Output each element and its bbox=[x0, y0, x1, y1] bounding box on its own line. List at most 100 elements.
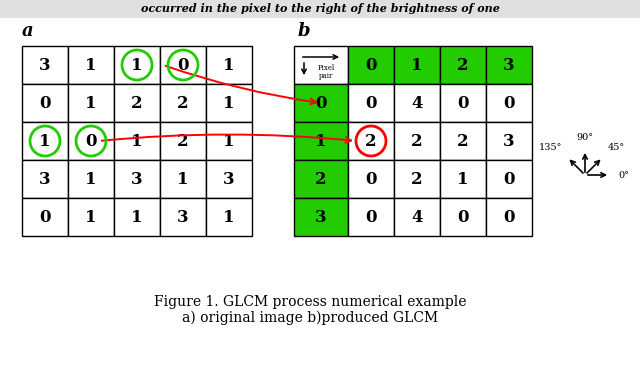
Bar bbox=[22, 122, 68, 160]
Text: a) original image b)produced GLCM: a) original image b)produced GLCM bbox=[182, 311, 438, 325]
Text: 0: 0 bbox=[365, 95, 377, 112]
Bar bbox=[440, 84, 486, 122]
Text: 0: 0 bbox=[365, 209, 377, 226]
Bar bbox=[206, 122, 252, 160]
Bar bbox=[68, 46, 114, 84]
Bar bbox=[22, 198, 68, 236]
Bar bbox=[394, 198, 440, 236]
Text: 1: 1 bbox=[223, 209, 235, 226]
Bar bbox=[0, 0, 640, 18]
Bar bbox=[114, 84, 160, 122]
Bar bbox=[294, 46, 348, 84]
Bar bbox=[114, 160, 160, 198]
Text: 0: 0 bbox=[85, 132, 97, 149]
Bar bbox=[440, 160, 486, 198]
Text: 2: 2 bbox=[365, 132, 377, 149]
Text: 2: 2 bbox=[177, 132, 189, 149]
Text: 3: 3 bbox=[39, 57, 51, 74]
Bar bbox=[348, 198, 394, 236]
Text: 135°: 135° bbox=[539, 143, 563, 152]
Bar bbox=[394, 84, 440, 122]
Text: 1: 1 bbox=[457, 170, 468, 188]
Bar bbox=[348, 46, 394, 84]
Text: 1: 1 bbox=[223, 95, 235, 112]
Text: Figure 1. GLCM process numerical example: Figure 1. GLCM process numerical example bbox=[154, 295, 467, 309]
Bar bbox=[114, 198, 160, 236]
Bar bbox=[160, 160, 206, 198]
Bar bbox=[394, 122, 440, 160]
Text: 0: 0 bbox=[316, 95, 327, 112]
Text: pair: pair bbox=[319, 72, 333, 80]
Bar bbox=[294, 160, 348, 198]
Bar bbox=[348, 160, 394, 198]
Text: 0: 0 bbox=[177, 57, 189, 74]
Text: 0: 0 bbox=[365, 57, 377, 74]
Bar bbox=[394, 160, 440, 198]
Bar bbox=[486, 122, 532, 160]
Text: occurred in the pixel to the right of the brightness of one: occurred in the pixel to the right of th… bbox=[141, 4, 499, 14]
Text: 3: 3 bbox=[131, 170, 143, 188]
Text: 2: 2 bbox=[457, 132, 469, 149]
Text: 0: 0 bbox=[503, 170, 515, 188]
Bar bbox=[68, 122, 114, 160]
Text: 1: 1 bbox=[85, 209, 97, 226]
Text: 2: 2 bbox=[457, 57, 469, 74]
Bar bbox=[294, 198, 348, 236]
Text: 3: 3 bbox=[177, 209, 189, 226]
Text: 90°: 90° bbox=[577, 133, 593, 142]
Bar bbox=[68, 84, 114, 122]
Text: 2: 2 bbox=[177, 95, 189, 112]
Text: 2: 2 bbox=[411, 170, 423, 188]
Text: 45°: 45° bbox=[607, 143, 625, 152]
Bar bbox=[114, 46, 160, 84]
Bar bbox=[206, 198, 252, 236]
Bar bbox=[68, 198, 114, 236]
Text: 4: 4 bbox=[412, 95, 423, 112]
Bar bbox=[22, 46, 68, 84]
Text: 0: 0 bbox=[457, 95, 468, 112]
Bar bbox=[394, 46, 440, 84]
Text: 3: 3 bbox=[223, 170, 235, 188]
Bar bbox=[486, 198, 532, 236]
Bar bbox=[348, 122, 394, 160]
Bar bbox=[22, 160, 68, 198]
Text: 0: 0 bbox=[457, 209, 468, 226]
Text: Pixel: Pixel bbox=[317, 64, 335, 72]
Bar bbox=[440, 198, 486, 236]
Bar bbox=[22, 84, 68, 122]
Bar bbox=[68, 160, 114, 198]
Text: 0: 0 bbox=[39, 209, 51, 226]
Text: 1: 1 bbox=[131, 57, 143, 74]
Text: b: b bbox=[298, 22, 310, 40]
Text: 1: 1 bbox=[85, 57, 97, 74]
Bar bbox=[294, 84, 348, 122]
Text: 3: 3 bbox=[503, 57, 515, 74]
Bar bbox=[486, 46, 532, 84]
Text: 1: 1 bbox=[316, 132, 327, 149]
Text: 3: 3 bbox=[315, 209, 327, 226]
Bar bbox=[160, 84, 206, 122]
Text: 2: 2 bbox=[315, 170, 327, 188]
Bar bbox=[160, 122, 206, 160]
Text: 1: 1 bbox=[177, 170, 189, 188]
Text: 2: 2 bbox=[411, 132, 423, 149]
Text: 4: 4 bbox=[412, 209, 423, 226]
Text: 1: 1 bbox=[85, 170, 97, 188]
Text: 3: 3 bbox=[503, 132, 515, 149]
Text: 3: 3 bbox=[39, 170, 51, 188]
Bar bbox=[206, 46, 252, 84]
Text: 2: 2 bbox=[131, 95, 143, 112]
Text: a: a bbox=[22, 22, 34, 40]
Text: 1: 1 bbox=[131, 209, 143, 226]
Text: 0: 0 bbox=[39, 95, 51, 112]
Text: 1: 1 bbox=[131, 132, 143, 149]
Bar bbox=[160, 46, 206, 84]
Bar bbox=[348, 84, 394, 122]
Bar bbox=[486, 160, 532, 198]
Bar bbox=[160, 198, 206, 236]
Text: 0: 0 bbox=[503, 209, 515, 226]
Text: 0°: 0° bbox=[618, 170, 629, 180]
Bar bbox=[206, 160, 252, 198]
Text: 1: 1 bbox=[223, 57, 235, 74]
Text: 0: 0 bbox=[503, 95, 515, 112]
